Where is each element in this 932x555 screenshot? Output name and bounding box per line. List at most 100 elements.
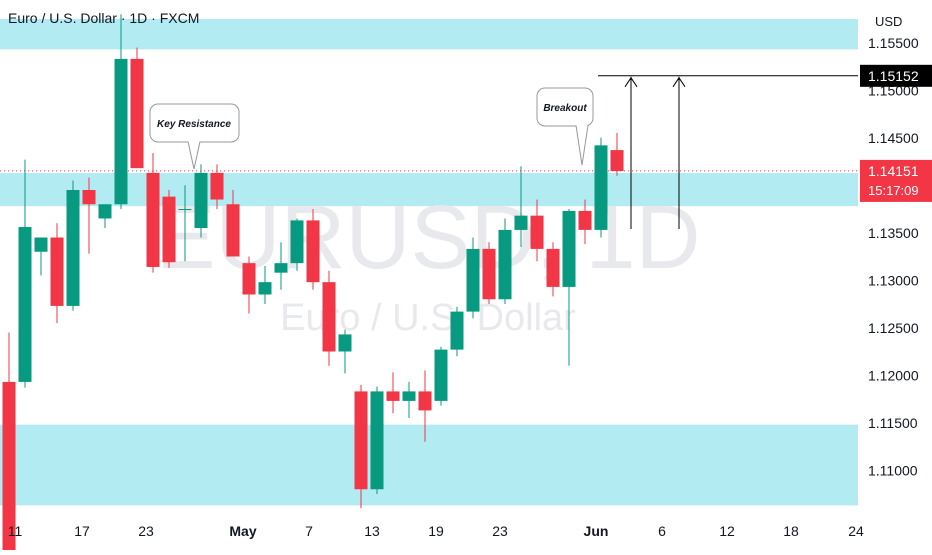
price-tick-label: 1.15500: [868, 35, 919, 51]
candle-body: [418, 391, 432, 411]
candle: [146, 152, 160, 273]
candle: [498, 218, 512, 304]
breakout-callout-box: [536, 87, 594, 127]
supply-demand-zone: [0, 19, 858, 50]
candle-body: [482, 248, 496, 300]
candle: [530, 199, 544, 262]
candle-body: [466, 248, 480, 312]
candle-body: [546, 248, 560, 287]
candle: [18, 159, 32, 388]
key-resistance-callout: Key Resistance: [149, 103, 240, 170]
price-tick-label: 1.11000: [868, 462, 918, 478]
candle: [562, 209, 576, 366]
time-tick-label: 19: [428, 523, 444, 539]
supply-demand-zone: [0, 172, 858, 207]
candle-body: [66, 190, 80, 306]
candle-body: [498, 229, 512, 300]
time-tick-label: 18: [783, 523, 799, 539]
candle-body: [2, 381, 16, 555]
candle-body: [578, 210, 592, 230]
candle-body: [34, 237, 48, 252]
candle: [194, 164, 208, 238]
time-tick-label: 23: [138, 523, 154, 539]
candle-body: [162, 196, 176, 263]
candle: [114, 14, 128, 209]
candle: [178, 185, 192, 262]
price-tick-label: 1.12000: [868, 367, 919, 383]
time-axis: 11 17 23 May 7 13 19 23 Jun 6 12 18 24: [8, 523, 864, 539]
time-tick-label: May: [229, 523, 256, 539]
candle-body: [50, 237, 64, 306]
candle: [466, 237, 480, 319]
candle-body: [434, 349, 448, 401]
key-resistance-callout-pointer: [187, 141, 201, 170]
candle-body: [18, 227, 32, 382]
candle-body: [402, 391, 416, 401]
breakout-callout-text: Breakout: [543, 103, 587, 114]
time-tick-label: 24: [848, 523, 864, 539]
key-level-price-label: 1.15152: [868, 68, 919, 84]
candle: [434, 346, 448, 406]
supply-demand-zone: [0, 424, 858, 506]
candle: [162, 190, 176, 268]
candle-body: [594, 145, 608, 230]
candle-body: [146, 172, 160, 267]
drawings-layer: Key Resistance Breakout: [149, 75, 858, 229]
candle: [210, 164, 224, 209]
price-tick-label: 1.11500: [868, 415, 918, 431]
time-tick-label: 11: [8, 523, 23, 539]
candle-body: [562, 210, 576, 287]
candle-body: [194, 172, 208, 228]
candle: [130, 47, 144, 169]
candle: [418, 370, 432, 442]
last-price-label: 1.14151: [868, 163, 919, 179]
candle: [274, 242, 288, 290]
last-price-tag: [860, 159, 932, 202]
candle: [322, 270, 336, 366]
key-resistance-callout-text: Key Resistance: [157, 119, 231, 130]
candle: [50, 223, 64, 323]
time-tick-label: 12: [719, 523, 735, 539]
candle: [66, 180, 80, 311]
candle: [290, 218, 304, 271]
target-arrow-2-head: [672, 76, 686, 88]
breakout-callout-pointer: [575, 125, 589, 166]
candle: [594, 137, 608, 238]
candle-body: [226, 204, 240, 257]
candle: [98, 204, 112, 228]
candle: [34, 237, 48, 276]
candle: [226, 190, 240, 257]
candle-body: [130, 58, 144, 169]
time-tick-label: 7: [305, 523, 313, 539]
candle-body: [98, 204, 112, 219]
candle-body: [82, 190, 96, 205]
price-axis-bg: [858, 0, 932, 550]
candle-body: [610, 150, 624, 171]
candle: [242, 256, 256, 314]
candle: [338, 329, 352, 374]
candle: [258, 266, 272, 304]
time-tick-label: 23: [492, 523, 508, 539]
candle-body: [258, 282, 272, 295]
target-arrow-1-head: [624, 76, 638, 88]
time-tick-label: 13: [364, 523, 380, 539]
candle: [354, 384, 368, 509]
price-tick-label: 1.13000: [868, 272, 919, 288]
candle-body: [514, 215, 528, 230]
currency-button[interactable]: USD: [875, 14, 903, 29]
candle: [514, 166, 528, 247]
candle-body: [354, 391, 368, 490]
key-level-price-tag: [860, 64, 932, 87]
candle: [482, 242, 496, 304]
candle: [370, 386, 384, 494]
candle-body: [274, 263, 288, 273]
breakout-callout: Breakout: [536, 87, 594, 166]
candle-body: [178, 209, 192, 210]
candle-body: [450, 311, 464, 350]
candle: [386, 372, 400, 414]
chart-title: Euro / U.S. Dollar · 1D · FXCM: [8, 10, 200, 26]
candle-body: [210, 172, 224, 200]
candle: [450, 306, 464, 357]
